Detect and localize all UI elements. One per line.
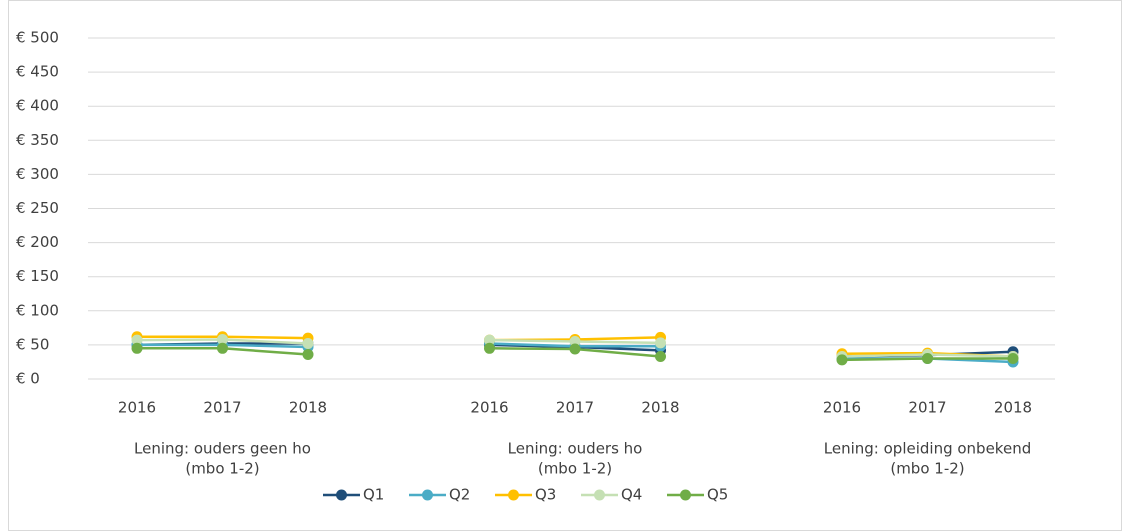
group-label: (mbo 1-2) — [890, 460, 964, 478]
point — [922, 353, 933, 365]
legend-marker — [680, 489, 691, 501]
point — [217, 342, 228, 354]
y-tick-label: € 100 — [16, 301, 59, 319]
group-label: (mbo 1-2) — [185, 460, 259, 478]
y-tick-label: € 200 — [16, 233, 59, 251]
y-tick-label: € 150 — [16, 267, 59, 285]
legend-label: Q4 — [621, 486, 642, 504]
x-tick-label: 2018 — [289, 399, 327, 417]
x-tick-label: 2016 — [118, 399, 156, 417]
group-label: (mbo 1-2) — [538, 460, 612, 478]
legend-label: Q5 — [707, 486, 728, 504]
group-label: Lening: opleiding onbekend — [824, 440, 1031, 458]
y-tick-label: € 0 — [16, 370, 40, 388]
point — [836, 354, 848, 366]
point — [1007, 353, 1019, 365]
group-label: Lening: ouders geen ho — [134, 440, 311, 458]
legend-label: Q2 — [449, 486, 470, 504]
chart-border — [8, 0, 1122, 531]
y-tick-label: € 300 — [16, 165, 59, 183]
point — [484, 334, 495, 346]
point — [484, 342, 495, 354]
legend-marker — [336, 489, 347, 501]
legend-marker — [508, 489, 519, 501]
x-tick-label: 2016 — [470, 399, 508, 417]
y-tick-label: € 450 — [16, 63, 59, 81]
x-tick-label: 2018 — [641, 399, 679, 417]
y-tick-label: € 500 — [16, 29, 59, 47]
x-tick-label: 2017 — [908, 399, 946, 417]
y-tick-label: € 350 — [16, 131, 59, 149]
group-label: Lening: ouders ho — [508, 440, 643, 458]
y-tick-label: € 250 — [16, 199, 59, 217]
legend-label: Q3 — [535, 486, 556, 504]
point — [655, 350, 666, 362]
point — [655, 337, 666, 349]
legend-label: Q1 — [363, 486, 384, 504]
y-tick-label: € 400 — [16, 97, 59, 115]
point — [131, 342, 143, 354]
legend-marker — [422, 489, 433, 501]
x-tick-label: 2017 — [203, 399, 241, 417]
point — [302, 338, 314, 350]
point — [302, 348, 314, 360]
legend-marker — [594, 489, 605, 501]
y-tick-label: € 50 — [16, 335, 49, 353]
x-tick-label: 2016 — [823, 399, 861, 417]
point — [131, 334, 143, 346]
x-tick-label: 2017 — [556, 399, 594, 417]
x-tick-label: 2018 — [994, 399, 1032, 417]
point — [217, 333, 228, 345]
point — [569, 343, 581, 355]
